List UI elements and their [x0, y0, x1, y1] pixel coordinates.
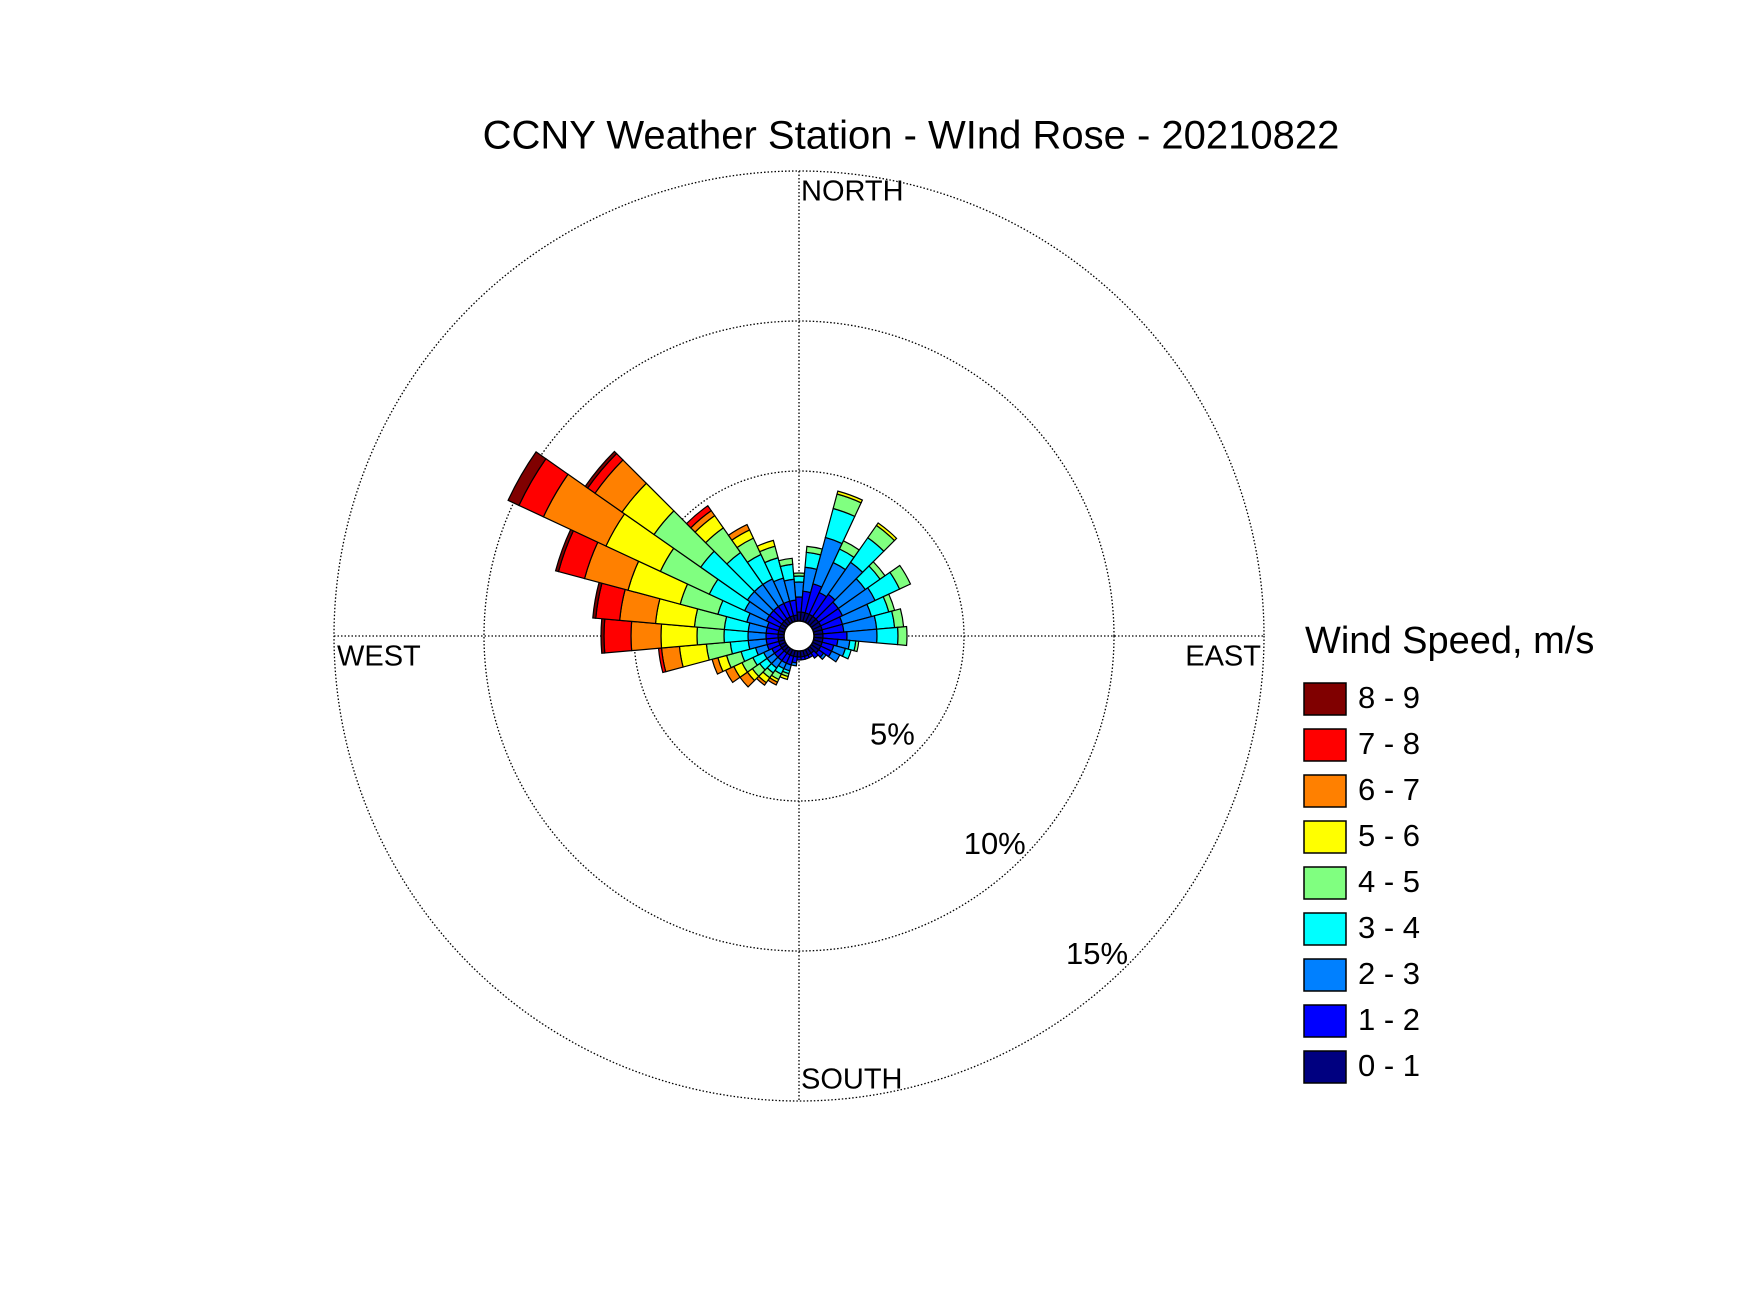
labels: 5% 10% 15% NORTH SOUTH WEST EAST — [337, 176, 1261, 1096]
direction-label: WEST — [337, 641, 421, 673]
direction-label: SOUTH — [801, 1064, 903, 1096]
bar-segment — [836, 490, 864, 504]
legend-label: 8 - 9 — [1358, 680, 1420, 715]
bar-segment — [600, 618, 606, 654]
ring-label: 10% — [964, 826, 1026, 861]
legend-label: 6 - 7 — [1358, 772, 1420, 807]
bar-segment — [889, 564, 912, 590]
legend-label: 7 - 8 — [1358, 726, 1420, 761]
ring-label: 5% — [870, 716, 915, 751]
bar-segment — [696, 626, 725, 646]
bar-segment — [660, 623, 699, 649]
legend-label: 5 - 6 — [1358, 818, 1420, 853]
bar-segment — [853, 640, 860, 653]
legend-label: 1 - 2 — [1358, 1002, 1420, 1037]
legend-swatch — [1303, 774, 1347, 808]
bar-segment — [630, 620, 663, 652]
legend-swatch — [1303, 728, 1347, 762]
bar-segment — [727, 523, 751, 541]
legend: Wind Speed, m/s 8 - 9 7 - 8 6 - 7 5 - 6 4 - … — [1303, 620, 1594, 1084]
legend-swatch — [1303, 820, 1347, 854]
legend-label: 2 - 3 — [1358, 956, 1420, 991]
legend-swatch — [1303, 1004, 1347, 1038]
legend-title: Wind Speed, m/s — [1305, 620, 1594, 662]
direction-label: EAST — [1185, 641, 1261, 673]
legend-swatch — [1303, 912, 1347, 946]
center-hole — [783, 620, 815, 652]
bar-segment — [756, 539, 776, 553]
bar-segment — [875, 522, 898, 542]
direction-label: NORTH — [801, 176, 904, 208]
bar-segment — [507, 451, 547, 507]
chart-title: CCNY Weather Station - WInd Rose - 20210… — [483, 114, 1340, 158]
legend-swatch — [1303, 866, 1347, 900]
legend-label: 3 - 4 — [1358, 910, 1420, 945]
legend-swatch — [1303, 1050, 1347, 1084]
grid-ring — [483, 320, 1115, 952]
bar-segment — [778, 557, 794, 568]
bar-segment — [810, 650, 819, 659]
bar-segment — [793, 575, 805, 583]
bar-segment — [792, 572, 806, 577]
bar-segment — [896, 625, 908, 647]
legend-swatch — [1303, 958, 1347, 992]
legend-swatch — [1303, 682, 1347, 716]
legend-label: 0 - 1 — [1358, 1048, 1420, 1083]
legend-label: 4 - 5 — [1358, 864, 1420, 899]
bar-segment — [827, 650, 841, 663]
bar-segment — [876, 626, 899, 646]
ring-label: 15% — [1066, 936, 1128, 971]
grid-ring — [333, 170, 1265, 1102]
bar-segment — [584, 450, 618, 489]
bar-segment — [685, 504, 713, 529]
bar-segment — [841, 647, 852, 660]
bar-segment — [603, 618, 633, 654]
bar-segment — [819, 652, 827, 661]
bars — [507, 450, 912, 688]
